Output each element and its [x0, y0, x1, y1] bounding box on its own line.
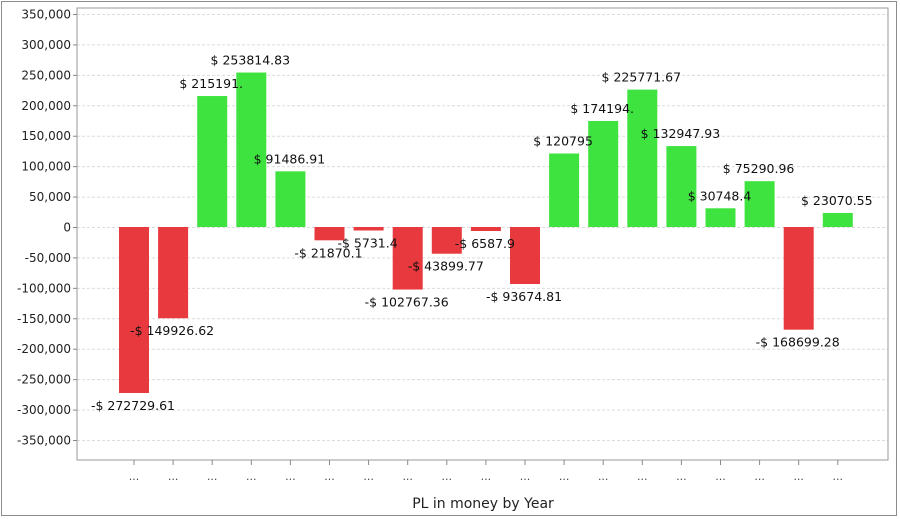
bar — [705, 208, 736, 227]
y-tick-label: -250,000 — [17, 373, 71, 387]
data-label: -$ 168699.28 — [756, 335, 840, 350]
x-tick-label: ... — [363, 470, 374, 483]
data-label: $ 215191. — [179, 76, 243, 91]
bar — [158, 227, 189, 319]
data-label: -$ 21870.1 — [294, 245, 362, 260]
data-label: -$ 102767.36 — [365, 295, 449, 310]
x-axis-title: PL in money by Year — [412, 496, 554, 512]
bar — [822, 212, 853, 227]
data-label: -$ 272729.61 — [91, 398, 175, 413]
x-tick-label: ... — [285, 470, 296, 483]
x-tick-label: ... — [637, 470, 648, 483]
y-tick-label: -100,000 — [17, 281, 71, 295]
y-tick-label: -50,000 — [25, 251, 71, 265]
bar — [666, 146, 697, 227]
y-tick-label: -350,000 — [17, 434, 71, 448]
y-tick-label: 350,000 — [21, 8, 71, 22]
x-tick-label: ... — [442, 470, 453, 483]
bar — [314, 227, 345, 241]
y-tick-label: 0 — [63, 221, 71, 235]
x-tick-label: ... — [246, 470, 257, 483]
y-tick-label: 50,000 — [29, 190, 71, 204]
data-label: -$ 93674.81 — [486, 289, 562, 304]
bar — [431, 227, 462, 254]
x-tick-label: ... — [481, 470, 492, 483]
x-tick-label: ... — [520, 470, 531, 483]
x-tick-label: ... — [324, 470, 335, 483]
x-tick-label: ... — [402, 470, 413, 483]
plot-area-border — [76, 7, 889, 461]
x-tick-label: ... — [754, 470, 765, 483]
data-label: $ 174194. — [570, 101, 634, 116]
x-tick-label: ... — [129, 470, 140, 483]
data-label: $ 23070.55 — [801, 193, 873, 208]
x-tick-label: ... — [715, 470, 726, 483]
bar — [275, 171, 306, 227]
data-label: $ 91486.91 — [254, 151, 326, 166]
axes: 350,000 300,000 250,000 200,000 150,000 100,0… — [17, 7, 889, 465]
y-tick-label: 150,000 — [21, 129, 71, 143]
bar — [510, 227, 540, 285]
bar — [236, 72, 267, 227]
bar — [119, 227, 149, 393]
y-tick-label: -200,000 — [17, 342, 71, 356]
y-tick-label: 250,000 — [21, 68, 71, 82]
x-tick-label: ... — [168, 470, 179, 483]
data-label: $ 132947.93 — [641, 126, 721, 141]
bar — [627, 89, 658, 228]
data-label: $ 225771.67 — [602, 70, 682, 85]
data-label: $ 30748.4 — [688, 188, 752, 203]
bar — [470, 227, 501, 232]
data-label: -$ 6587.9 — [455, 236, 515, 251]
data-label: $ 75290.96 — [723, 161, 795, 176]
data-label: $ 253814.83 — [211, 53, 291, 68]
bar — [783, 227, 814, 330]
y-tick-label: 100,000 — [21, 160, 71, 174]
data-labels: -$ 272729.61 -$ 149926.62 $ 215191. $ 25381… — [91, 53, 873, 413]
x-tick-label: ... — [833, 470, 844, 483]
x-tick-label: ... — [598, 470, 609, 483]
data-label: $ 120795 — [533, 133, 593, 148]
y-tick-label: 200,000 — [21, 99, 71, 113]
data-label: -$ 43899.77 — [408, 259, 484, 274]
bar — [392, 227, 423, 290]
bars — [119, 72, 853, 393]
bar — [744, 181, 775, 227]
bar — [353, 227, 384, 231]
x-tick-label: ... — [559, 470, 570, 483]
data-label: -$ 5731.4 — [338, 235, 398, 250]
x-tick-label: ... — [676, 470, 687, 483]
bar — [549, 153, 580, 227]
data-label: -$ 149926.62 — [130, 323, 214, 338]
y-tick-label: 300,000 — [21, 38, 71, 52]
x-tick-labels: ........................................… — [129, 470, 843, 483]
y-tick-label: -150,000 — [17, 312, 71, 326]
bar — [197, 96, 228, 227]
bar — [588, 120, 619, 227]
x-tick-label: ... — [207, 470, 218, 483]
x-tick-label: ... — [793, 470, 804, 483]
y-tick-label: -300,000 — [17, 403, 71, 417]
